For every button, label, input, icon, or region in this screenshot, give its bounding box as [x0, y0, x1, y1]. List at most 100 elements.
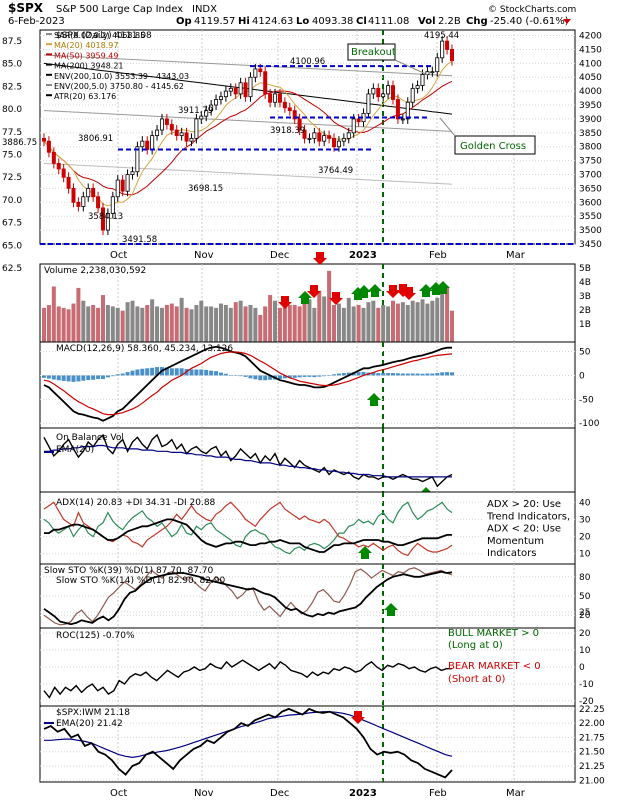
volume-panel: Volume 2,238,030,592 5B 4B 3B 2B 1B [39, 252, 591, 343]
volume-bar [253, 307, 258, 342]
volume-bar [366, 302, 371, 342]
candle-body [238, 82, 243, 95]
price-label: 3584.13 [88, 212, 123, 222]
close-label: Cl [356, 16, 367, 27]
panel-title: Slow STO %K(39) %D(1) 87.70, 87.70 [44, 566, 214, 576]
macd-histogram-bar [336, 373, 341, 376]
price-axis-tick-label: 3850 [579, 129, 602, 139]
stochastic-axis-tick-label: 25 [579, 608, 590, 618]
adx-panel: 40 30 20 10 ADX(14) 20.83 +DI 34.31 -DI 20.8… [39, 491, 591, 565]
candle-body [327, 135, 332, 139]
macd-histogram-bar [238, 375, 243, 377]
volume-bar [233, 302, 238, 342]
obv-ema-line [44, 444, 452, 478]
month-label: Nov [194, 788, 214, 799]
volume-bar [415, 302, 420, 342]
macd-histogram-bar [415, 373, 420, 376]
volume-bar [71, 303, 76, 342]
volume-bar [100, 295, 105, 342]
left-axis-tick: 82.5 [2, 82, 22, 92]
volume-bar [155, 306, 160, 342]
macd-histogram-bar [91, 375, 96, 380]
month-label: Feb [429, 788, 447, 799]
volume-bar [386, 306, 391, 342]
legend-entry: EMA(20) 21.42 [56, 719, 123, 729]
adx-note: Trend Indicators, [486, 511, 570, 522]
volume-bar [86, 306, 91, 342]
legend-swatch [46, 94, 52, 97]
roc-axis-tick-label: 20 [579, 629, 591, 639]
ma50-line [43, 80, 453, 196]
volume-bar [351, 306, 356, 342]
volume-bar [420, 299, 425, 342]
month-label: Nov [194, 250, 214, 261]
price-axis-tick-label: 4100 [579, 59, 602, 69]
macd-histogram-bar [233, 375, 238, 376]
candle-body [150, 135, 155, 150]
macd-axis-tick-label: 0 [579, 371, 585, 381]
price-axis-tick-label: 3450 [579, 240, 602, 250]
spx-iwm-panel: 22.25 22.00 21.75 21.50 21.25 21.00 $SPX:IWM 2… [39, 705, 605, 799]
volume-bar [395, 303, 400, 342]
legend-swatch [46, 33, 52, 35]
open-value: 4119.57 [194, 16, 235, 27]
note-background [484, 495, 574, 561]
month-label: 2023 [349, 250, 377, 261]
down-arrow-icon [563, 19, 571, 24]
price-axis-tick-label: 3500 [579, 226, 602, 236]
volume-bar [440, 292, 445, 342]
volume-bar [332, 305, 337, 342]
price-label: 4195.44 [424, 31, 459, 41]
macd-histogram-bar [218, 372, 223, 376]
macd-histogram-bar [81, 375, 86, 381]
macd-histogram-bar [381, 373, 386, 376]
macd-histogram-bar [391, 373, 396, 376]
macd-line [43, 345, 452, 422]
candle-body [322, 135, 327, 142]
month-label: Feb [429, 250, 447, 261]
macd-panel: 50 0 -50 -100 MACD(12,26,9) 58.360, 45.234, … [39, 341, 600, 429]
volume-bar [218, 303, 223, 342]
macd-histogram-bar [105, 375, 110, 378]
macd-histogram-bar [214, 371, 219, 376]
volume-bar [307, 299, 312, 342]
panel-title: Volume 2,238,030,592 [44, 266, 146, 276]
volume-bar [214, 307, 219, 342]
legend-swatch [46, 43, 52, 46]
macd-axis-tick-label: 50 [579, 348, 591, 358]
symbol: $SPX [8, 1, 44, 15]
macd-histogram-bar [312, 375, 317, 378]
exchange: INDX [192, 4, 217, 15]
stochastic-axis-tick-label: 80 [579, 573, 591, 583]
roc-axis-tick-label: 10 [579, 646, 591, 656]
macd-signal-line [43, 351, 453, 416]
macd-histogram-bar [46, 375, 51, 379]
macd-histogram-bar [371, 372, 376, 376]
price-axis-tick-label: 3800 [579, 143, 602, 153]
volume-bar [184, 307, 189, 342]
green-up-arrow-icon [384, 603, 398, 616]
index-name: S&P 500 Large Cap Index [56, 4, 183, 15]
golden-cross-callout-pointer [439, 117, 456, 137]
low-value: 4093.38 [312, 16, 353, 27]
high-value: 4124.63 [252, 16, 293, 27]
volume-bar [76, 287, 81, 342]
adx-axis-tick-label: 20 [579, 533, 591, 543]
month-label: Oct [110, 250, 127, 261]
volume-bar [120, 310, 125, 342]
macd-histogram-bar [332, 374, 337, 376]
candle-body [110, 196, 115, 214]
macd-histogram-bar [243, 375, 248, 377]
left-axis-tick: 87.5 [2, 37, 22, 47]
low-label: Lo [296, 16, 309, 27]
candle-body [233, 87, 238, 95]
slow-sto-14-line [43, 567, 453, 626]
minus-di-line [43, 501, 453, 557]
candle-body [341, 137, 346, 142]
candle-body [258, 68, 263, 73]
roc-axis-tick-label: -10 [579, 680, 594, 690]
candle-body [214, 99, 219, 106]
macd-histogram-bar [169, 368, 174, 376]
macd-histogram-bar [282, 375, 287, 379]
volume-bar [287, 305, 292, 342]
